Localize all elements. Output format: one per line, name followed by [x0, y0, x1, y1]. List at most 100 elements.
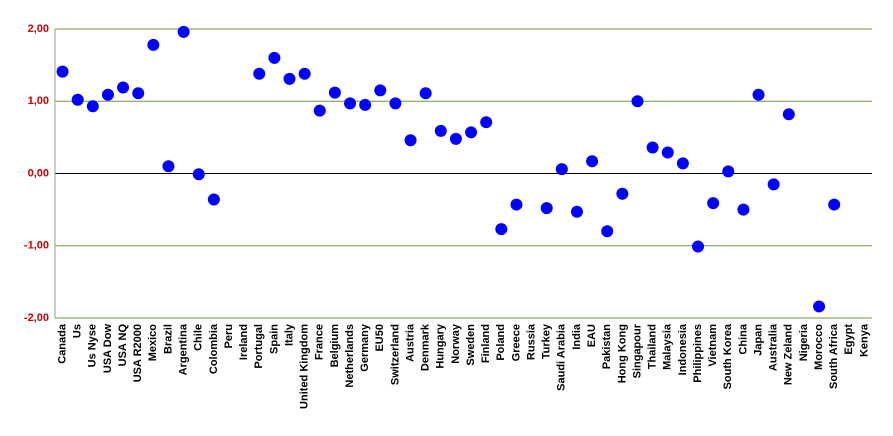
y-tick-label: 2,00 — [28, 23, 49, 35]
x-tick-label: South Korea — [722, 323, 734, 389]
dot — [631, 95, 644, 108]
dot — [707, 197, 720, 210]
x-tick-label: Morocco — [813, 324, 825, 370]
dot — [813, 300, 826, 313]
x-tick-label: Norway — [450, 323, 462, 364]
dot — [570, 205, 583, 218]
x-tick-label: Colombia — [208, 323, 220, 374]
x-tick-label: Portugal — [253, 324, 265, 369]
x-tick-label: India — [571, 323, 583, 350]
dot — [540, 202, 553, 215]
x-tick-label: EAU — [586, 324, 598, 347]
dot — [828, 198, 841, 211]
dot — [86, 100, 99, 113]
x-tick-label: United Kingdom — [299, 324, 311, 409]
dot — [510, 198, 523, 211]
x-tick-label: Indonesia — [677, 323, 689, 375]
x-tick-label: Australia — [768, 323, 780, 371]
dot — [192, 168, 205, 181]
dot — [207, 193, 220, 206]
x-tick-label: Nigeria — [798, 323, 810, 361]
dot — [676, 157, 689, 170]
dot — [359, 98, 372, 111]
dot — [147, 38, 160, 51]
x-tick-label: Finland — [480, 324, 492, 363]
dot — [555, 163, 568, 176]
dot — [752, 88, 765, 101]
x-tick-label: Philippines — [692, 324, 704, 383]
x-tick-label: Malaysia — [662, 323, 674, 370]
x-tick-label: Netherlands — [344, 324, 356, 388]
dot — [283, 72, 296, 85]
dot — [661, 146, 674, 159]
x-tick-label: Greece — [510, 324, 522, 361]
x-tick-label: Hong Kong — [616, 324, 628, 383]
x-tick-label: Japan — [752, 324, 764, 356]
x-tick-label: Ireland — [238, 324, 250, 360]
dot — [737, 203, 750, 216]
dot — [782, 108, 795, 121]
x-tick-label: USA Dow — [102, 324, 114, 374]
x-tick-label: Pakistan — [601, 324, 613, 370]
x-tick-label: USA NQ — [117, 324, 129, 367]
dot — [177, 25, 190, 38]
dot — [646, 141, 659, 154]
x-tick-label: Hungary — [435, 323, 447, 369]
dot — [268, 51, 281, 64]
x-tick-label: Egypt — [843, 324, 855, 355]
x-tick-label: Poland — [495, 324, 507, 361]
dot — [117, 81, 130, 94]
dot — [374, 84, 387, 97]
x-tick-label: Saudi Arabia — [556, 323, 568, 391]
dot — [722, 165, 735, 178]
x-tick-label: Turkey — [541, 323, 553, 359]
y-tick-label: -1,00 — [24, 240, 49, 252]
x-tick-label: Germany — [359, 323, 371, 372]
x-tick-label: Mexico — [147, 324, 159, 362]
x-tick-label: South Africa — [828, 323, 840, 389]
dot — [692, 240, 705, 253]
dot — [298, 67, 311, 80]
dot — [767, 178, 780, 191]
x-tick-label: Peru — [223, 324, 235, 348]
y-tick-label: 1,00 — [28, 95, 49, 107]
x-tick-label: Kenya — [858, 323, 870, 357]
x-tick-label: Sweden — [465, 324, 477, 366]
dot — [344, 97, 357, 110]
x-tick-label: Us — [72, 324, 84, 338]
dot — [101, 88, 114, 101]
y-tick-label: -2,00 — [24, 312, 49, 324]
x-tick-label: Belgium — [329, 324, 341, 368]
x-tick-label: China — [737, 323, 749, 354]
dot — [253, 67, 266, 80]
x-tick-label: Canada — [56, 323, 68, 364]
x-tick-label: Brazil — [162, 324, 174, 354]
x-tick-label: Us Nyse — [87, 324, 99, 367]
x-tick-label: Denmark — [420, 323, 432, 371]
x-tick-label: Italy — [283, 323, 295, 346]
x-tick-label: Spain — [268, 324, 280, 354]
dot — [328, 86, 341, 99]
x-tick-label: Russia — [525, 323, 537, 360]
dot — [404, 134, 417, 147]
x-tick-label: Austria — [404, 323, 416, 362]
dot — [480, 116, 493, 129]
x-tick-label: Singapour — [631, 323, 643, 378]
x-tick-label: USA R2000 — [132, 324, 144, 382]
x-tick-label: Argentina — [178, 323, 190, 375]
dot — [616, 187, 629, 200]
x-tick-label: France — [314, 324, 326, 360]
x-tick-label: New Zeland — [783, 324, 795, 385]
dot — [449, 132, 462, 145]
dot — [419, 87, 432, 100]
x-tick-label: Vietnam — [707, 324, 719, 367]
dot — [56, 65, 69, 78]
dot — [162, 160, 175, 173]
dot — [601, 225, 614, 238]
y-tick-label: 0,00 — [28, 167, 49, 179]
dot — [132, 87, 145, 100]
x-tick-label: EU50 — [374, 324, 386, 352]
dot — [465, 126, 478, 139]
dot — [313, 104, 326, 117]
